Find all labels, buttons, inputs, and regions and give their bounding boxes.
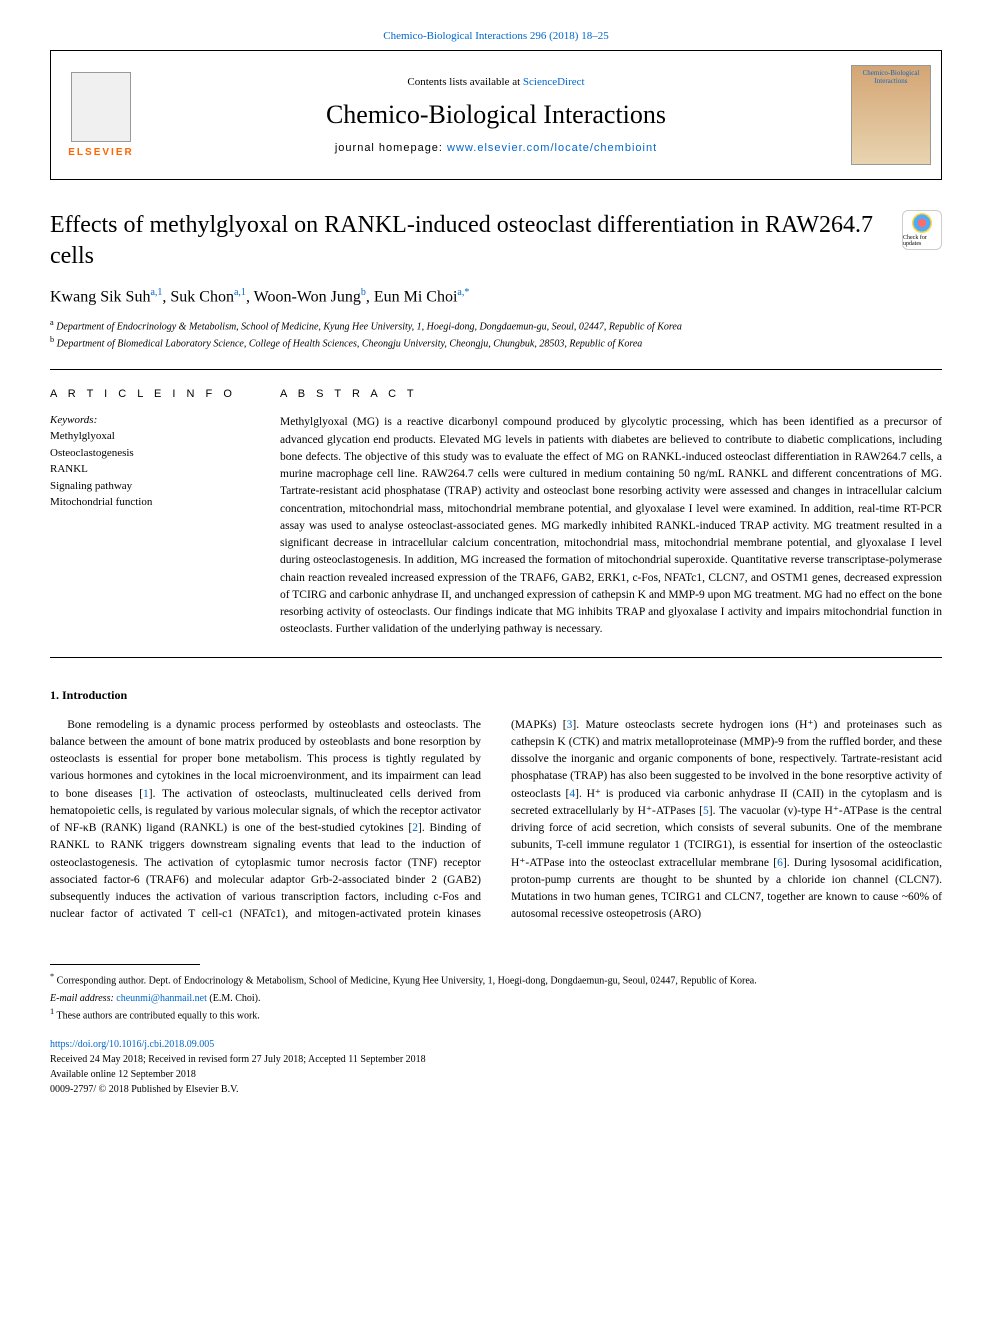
journal-reference: Chemico-Biological Interactions 296 (201… — [50, 30, 942, 42]
intro-body: Bone remodeling is a dynamic process per… — [50, 717, 942, 924]
intro-paragraph: Bone remodeling is a dynamic process per… — [50, 717, 942, 924]
authors-line: Kwang Sik Suha,1, Suk Chona,1, Woon-Won … — [50, 287, 942, 306]
intro-header: 1. Introduction — [50, 688, 942, 703]
abstract-header: A B S T R A C T — [280, 388, 942, 400]
keywords-list: MethylglyoxalOsteoclastogenesisRANKLSign… — [50, 428, 250, 511]
journal-homepage-line: journal homepage: www.elsevier.com/locat… — [335, 142, 657, 154]
homepage-prefix: journal homepage: — [335, 142, 447, 154]
keywords-label: Keywords: — [50, 414, 250, 426]
doi-link[interactable]: https://doi.org/10.1016/j.cbi.2018.09.00… — [50, 1039, 214, 1050]
header-center: Contents lists available at ScienceDirec… — [151, 51, 841, 179]
publisher-name: ELSEVIER — [68, 147, 133, 158]
updates-label: Check for updates — [903, 235, 941, 247]
cover-image: Chemico-Biological Interactions — [851, 65, 931, 165]
contents-list-line: Contents lists available at ScienceDirec… — [407, 76, 584, 88]
journal-cover: Chemico-Biological Interactions — [841, 51, 941, 179]
contents-prefix: Contents lists available at — [407, 76, 522, 88]
homepage-link[interactable]: www.elsevier.com/locate/chembioint — [447, 142, 657, 154]
article-title: Effects of methylglyoxal on RANKL-induce… — [50, 210, 882, 272]
divider-bottom — [50, 657, 942, 658]
copyright-line: 0009-2797/ © 2018 Published by Elsevier … — [50, 1082, 942, 1097]
sciencedirect-link[interactable]: ScienceDirect — [523, 76, 585, 88]
affiliations: a Department of Endocrinology & Metaboli… — [50, 317, 942, 352]
footnote-divider — [50, 964, 200, 965]
journal-header: ELSEVIER Contents lists available at Sci… — [50, 50, 942, 180]
received-line: Received 24 May 2018; Received in revise… — [50, 1052, 942, 1067]
available-line: Available online 12 September 2018 — [50, 1067, 942, 1082]
affiliation-a: a Department of Endocrinology & Metaboli… — [50, 317, 942, 334]
corresponding-author: * Corresponding author. Dept. of Endocri… — [50, 971, 942, 988]
footnotes: * Corresponding author. Dept. of Endocri… — [50, 964, 942, 1098]
email-line: E-mail address: cheunmi@hanmail.net (E.M… — [50, 991, 942, 1006]
email-link[interactable]: cheunmi@hanmail.net — [116, 993, 207, 1004]
abstract-text: Methylglyoxal (MG) is a reactive dicarbo… — [280, 414, 942, 638]
introduction: 1. Introduction Bone remodeling is a dyn… — [50, 688, 942, 924]
publisher-logo: ELSEVIER — [51, 51, 151, 179]
elsevier-tree-icon — [71, 72, 131, 142]
journal-ref-link[interactable]: Chemico-Biological Interactions 296 (201… — [383, 30, 608, 42]
affiliation-b: b Department of Biomedical Laboratory Sc… — [50, 334, 942, 351]
email-label: E-mail address: — [50, 993, 116, 1004]
updates-icon — [912, 213, 932, 233]
check-updates-badge[interactable]: Check for updates — [902, 210, 942, 250]
equal-contribution: 1 These authors are contributed equally … — [50, 1006, 942, 1023]
article-info: A R T I C L E I N F O Keywords: Methylgl… — [50, 388, 250, 638]
article-info-header: A R T I C L E I N F O — [50, 388, 250, 400]
doi-block: https://doi.org/10.1016/j.cbi.2018.09.00… — [50, 1037, 942, 1097]
email-suffix: (E.M. Choi). — [207, 993, 261, 1004]
journal-name: Chemico-Biological Interactions — [326, 100, 666, 130]
abstract: A B S T R A C T Methylglyoxal (MG) is a … — [280, 388, 942, 638]
